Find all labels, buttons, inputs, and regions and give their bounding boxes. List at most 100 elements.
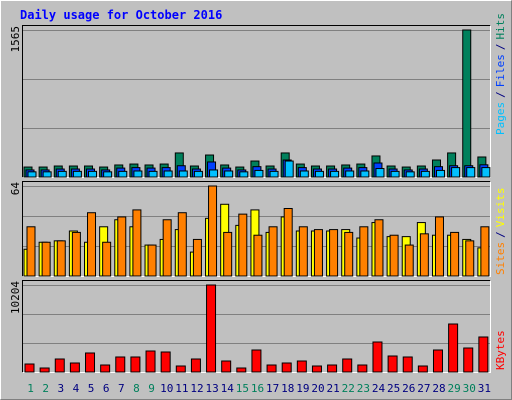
legend-entry: KBytes — [494, 330, 507, 370]
x-tick-label: 6 — [103, 382, 110, 395]
x-tick-label: 24 — [372, 382, 386, 395]
x-tick-label: 10 — [160, 382, 173, 395]
legend-entry: Sites — [494, 242, 507, 275]
x-tick-label: 14 — [221, 382, 235, 395]
x-tick-label: 29 — [448, 382, 461, 395]
bar — [87, 212, 97, 277]
bar — [299, 170, 309, 178]
x-tick-label: 30 — [463, 382, 476, 395]
bar — [147, 244, 157, 277]
legend-separator: / — [494, 231, 507, 238]
bar — [314, 170, 324, 178]
bar — [268, 226, 278, 277]
legend: Pages / Files / Hits — [494, 13, 507, 135]
bar — [390, 170, 400, 178]
bar — [208, 185, 218, 277]
bar — [221, 360, 232, 373]
bar — [480, 226, 490, 277]
bar — [118, 170, 128, 178]
bar — [451, 167, 461, 178]
bar — [389, 234, 399, 277]
legend: Sites / Visits — [494, 188, 507, 276]
x-tick-label: 27 — [417, 382, 430, 395]
bar — [417, 365, 428, 373]
bar — [345, 170, 355, 178]
bar — [462, 29, 472, 178]
plot-border-dark — [22, 25, 491, 178]
x-tick-label: 9 — [148, 382, 155, 395]
bar — [283, 208, 293, 277]
bar — [434, 216, 444, 277]
bar — [432, 349, 443, 373]
bar — [372, 341, 383, 373]
bar — [327, 364, 338, 373]
bar — [24, 363, 35, 373]
bar — [162, 219, 172, 277]
x-tick-label: 7 — [118, 382, 125, 395]
bar — [209, 169, 219, 178]
bar — [450, 231, 460, 277]
bar — [130, 356, 141, 373]
legend: KBytes — [494, 330, 507, 370]
bar — [296, 360, 307, 373]
bar — [163, 170, 173, 178]
bar — [281, 362, 292, 373]
bar — [115, 356, 126, 373]
bar — [42, 171, 52, 178]
x-tick-label: 19 — [296, 382, 309, 395]
legend-entry: Visits — [494, 188, 507, 228]
bar — [88, 170, 98, 178]
bar — [175, 365, 186, 373]
bar — [224, 170, 234, 178]
y-tick-label: 10204 — [9, 281, 22, 314]
bar — [253, 234, 263, 277]
bar — [117, 216, 127, 277]
x-tick-label: 20 — [311, 382, 324, 395]
bar — [133, 170, 143, 178]
legend-entry: Files — [494, 54, 507, 87]
bar — [357, 364, 368, 373]
bar — [57, 170, 67, 178]
bar — [103, 171, 113, 178]
x-tick-label: 21 — [327, 382, 340, 395]
bar — [344, 231, 354, 277]
bar — [192, 238, 202, 277]
bar — [478, 336, 489, 373]
x-tick-label: 28 — [432, 382, 445, 395]
bar — [54, 358, 65, 373]
bar — [239, 171, 249, 178]
legend-separator: / — [494, 44, 507, 51]
bar — [387, 355, 398, 373]
bar — [148, 170, 158, 178]
bar — [466, 167, 476, 178]
bar — [71, 231, 81, 277]
bar — [39, 367, 50, 373]
bar — [178, 170, 188, 178]
bar — [41, 241, 51, 277]
bar — [206, 284, 217, 373]
bar — [402, 356, 413, 373]
bar — [193, 170, 203, 178]
x-tick-label: 23 — [357, 382, 370, 395]
x-tick-label: 12 — [190, 382, 203, 395]
bar — [251, 349, 262, 373]
y-tick-label: 64 — [9, 182, 22, 196]
bar — [420, 170, 430, 178]
bar — [160, 351, 171, 373]
bar — [463, 347, 474, 373]
bar — [342, 358, 353, 373]
bar — [435, 169, 445, 178]
x-tick-label: 2 — [42, 382, 49, 395]
bar — [177, 212, 187, 277]
bar — [404, 244, 414, 277]
bar — [69, 362, 80, 373]
bar — [56, 240, 66, 277]
bar — [190, 358, 201, 373]
bar — [223, 231, 233, 277]
bar — [311, 365, 322, 373]
bar — [360, 170, 370, 178]
bar — [465, 240, 475, 277]
bar — [26, 226, 36, 277]
